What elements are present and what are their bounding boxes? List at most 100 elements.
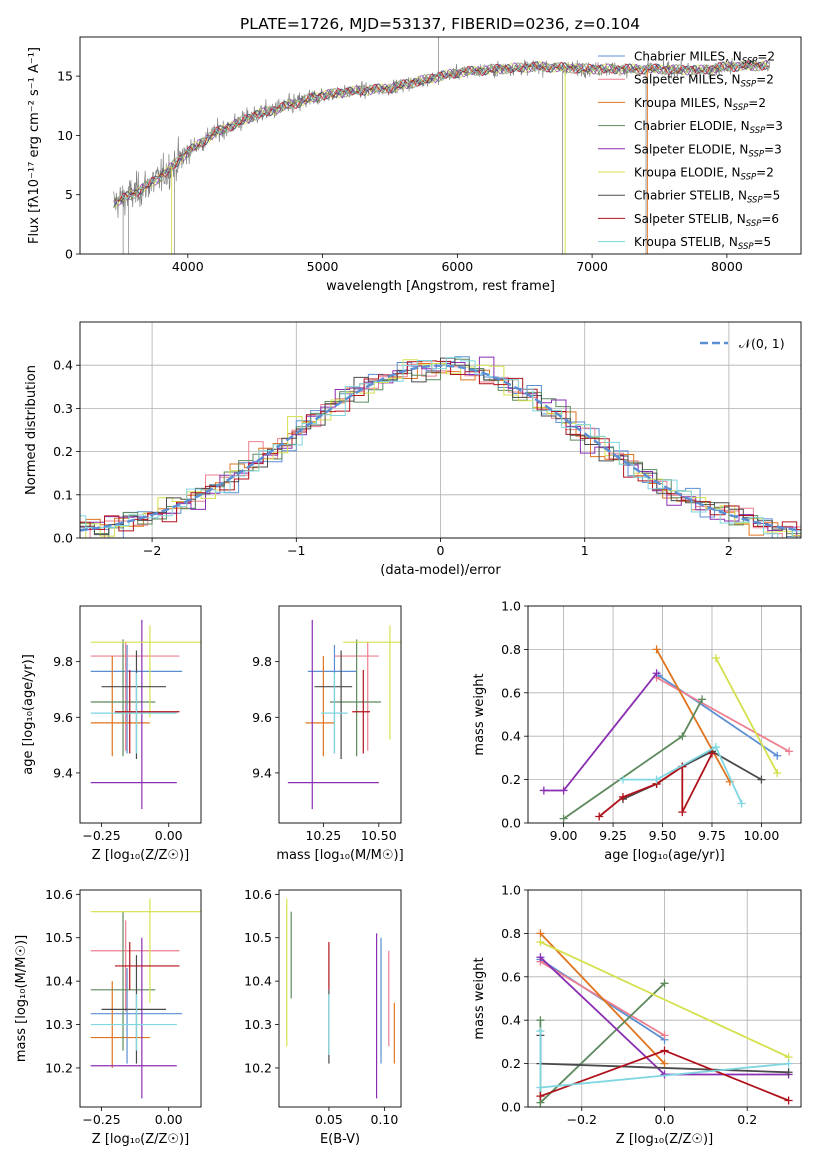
weight-marker bbox=[773, 751, 782, 760]
x-tick-label: 8000 bbox=[711, 259, 743, 274]
y-tick-label: 5 bbox=[65, 187, 73, 202]
legend-subscript: SSP bbox=[742, 57, 758, 67]
x-tick-label: 0.00 bbox=[155, 1112, 183, 1127]
y-tick-label: 0.2 bbox=[501, 772, 521, 787]
weight-marker bbox=[678, 808, 687, 817]
x-axis-label: age [log₁₀(age/yr)] bbox=[604, 848, 725, 863]
legend-value: =2 bbox=[756, 166, 774, 180]
panel-weight-vs-age: 9.00 9.25 9.50 9.75 10.00 0.0 0.2 0.4 0.6 0.8 1.0 a… bbox=[472, 599, 802, 863]
legend-entry-label: 𝒩(0, 1) bbox=[739, 336, 785, 351]
model-spectrum-6 bbox=[113, 60, 769, 209]
weight-marker bbox=[559, 786, 568, 795]
legend-value: =2 bbox=[748, 96, 766, 110]
axes-frame bbox=[278, 889, 402, 1108]
panel-mass-vs-Z: −0.25 0.00 10.2 10.3 10.4 10.5 10.6 Z [log₁₀(Z/… bbox=[14, 887, 202, 1147]
weight-marker bbox=[536, 1092, 545, 1101]
weight-marker bbox=[536, 1027, 545, 1036]
weight-marker bbox=[785, 747, 794, 756]
normal-reference-curve bbox=[80, 364, 799, 532]
weight-marker bbox=[536, 1083, 545, 1092]
residual-hist-4 bbox=[80, 356, 801, 538]
weight-marker bbox=[618, 775, 627, 784]
weight-marker bbox=[559, 814, 568, 823]
x-tick-label: −2 bbox=[143, 543, 161, 558]
x-axis-label: (data-model)/error bbox=[380, 563, 501, 578]
x-axis-label: Z [log₁₀(Z/Z☉)] bbox=[92, 848, 189, 863]
x-tick-label: 6000 bbox=[441, 259, 473, 274]
legend-subscript: SSP bbox=[750, 126, 766, 136]
y-tick-label: 9.4 bbox=[252, 765, 272, 780]
plot-area-weight-vs-Z bbox=[536, 929, 793, 1107]
y-axis-label: Flux [fλ10⁻¹⁷ erg cm⁻² s⁻¹ A⁻¹] bbox=[27, 47, 42, 244]
legend-value: =5 bbox=[763, 189, 781, 203]
x-tick-label: 1 bbox=[581, 543, 589, 558]
weight-marker bbox=[660, 1046, 669, 1055]
y-tick-label: 1.0 bbox=[501, 599, 521, 614]
weight-marker bbox=[707, 749, 716, 758]
panel-weight-vs-Z: −0.2 0.0 0.2 0.0 0.2 0.4 0.6 0.8 1.0 Z [log₁₀(Z/Z… bbox=[472, 883, 802, 1147]
weight-marker bbox=[536, 938, 545, 947]
panel-residual-hist: −2 −1 0 1 2 0.0 0.1 0.2 0.3 0.4 (data-model)/error… bbox=[24, 321, 802, 578]
axes-frame bbox=[79, 889, 202, 1108]
weight-marker bbox=[711, 743, 720, 752]
y-tick-label: 0.0 bbox=[501, 1100, 521, 1115]
x-tick-label: 9.00 bbox=[550, 828, 578, 843]
legend-entry-label: Salpeter STELIB, NSSP=6 bbox=[634, 212, 779, 229]
weight-marker bbox=[660, 1059, 669, 1068]
weight-marker bbox=[784, 1096, 793, 1105]
weight-marker bbox=[773, 769, 782, 778]
y-tick-label: 0.8 bbox=[501, 642, 521, 657]
axes-frame bbox=[527, 889, 802, 1108]
panel-spectrum: 4000 5000 6000 7000 8000 0 5 10 15 wavelength [An… bbox=[27, 36, 802, 294]
y-tick-label: 0 bbox=[65, 247, 73, 262]
weight-marker bbox=[757, 775, 766, 784]
axes-frame bbox=[79, 321, 802, 539]
y-axis-label: mass weight bbox=[472, 957, 487, 1039]
figure-title: PLATE=1726, MJD=53137, FIBERID=0236, z=0… bbox=[240, 15, 640, 33]
legend-entry-label: Chabrier STELIB, NSSP=5 bbox=[634, 189, 780, 206]
y-tick-label: 1.0 bbox=[501, 883, 521, 898]
weight-marker bbox=[784, 1059, 793, 1068]
x-tick-label: 9.75 bbox=[698, 828, 726, 843]
x-tick-label: −0.25 bbox=[82, 1112, 120, 1127]
y-tick-label: 0.4 bbox=[501, 729, 521, 744]
axes-frame bbox=[79, 36, 802, 255]
y-tick-label: 0.2 bbox=[501, 1056, 521, 1071]
y-tick-label: 10.6 bbox=[45, 887, 73, 902]
weight-line-5 bbox=[715, 657, 779, 774]
x-tick-label: −0.25 bbox=[82, 828, 120, 843]
x-axis-label: Z [log₁₀(Z/Z☉)] bbox=[92, 1132, 189, 1147]
panel-age-vs-Z: −0.25 0.00 9.4 9.6 9.8 Z [log₁₀(Z/Z☉)] age [lo… bbox=[21, 605, 202, 863]
legend-subscript: SSP bbox=[747, 196, 763, 206]
x-axis-label: E(B-V) bbox=[320, 1132, 360, 1147]
weight-line-0 bbox=[658, 674, 778, 757]
y-tick-label: 9.6 bbox=[252, 710, 272, 725]
weight-marker bbox=[784, 1068, 793, 1077]
residual-hist-3 bbox=[80, 358, 801, 535]
y-tick-label: 0.0 bbox=[501, 816, 521, 831]
axes-frame bbox=[278, 605, 402, 824]
x-tick-label: −0.2 bbox=[567, 1112, 597, 1127]
y-tick-label: 10.3 bbox=[45, 1017, 73, 1032]
weight-marker bbox=[660, 1031, 669, 1040]
legend-entry-label: Salpeter ELODIE, NSSP=3 bbox=[634, 142, 782, 159]
residual-hist-8 bbox=[80, 357, 801, 538]
y-tick-label: 9.8 bbox=[53, 654, 73, 669]
y-tick-label: 15 bbox=[57, 69, 73, 84]
residual-hist-5 bbox=[80, 359, 801, 538]
y-tick-label: 9.4 bbox=[53, 765, 73, 780]
x-tick-label: 0 bbox=[437, 543, 445, 558]
x-axis-label: wavelength [Angstrom, rest frame] bbox=[326, 279, 555, 294]
legend-value: =2 bbox=[757, 50, 775, 64]
x-tick-label: 0.0 bbox=[655, 1112, 675, 1127]
y-axis-label: age [log₁₀(age/yr)] bbox=[21, 654, 36, 775]
legend-subscript: SSP bbox=[746, 219, 762, 229]
legend-entry-label: Salpeter MILES, NSSP=2 bbox=[634, 73, 774, 90]
panel-mass-vs-ebv: 0.05 0.10 10.2 10.3 10.4 10.5 10.6 E(B-V) bbox=[244, 887, 402, 1147]
y-tick-label: 10.3 bbox=[244, 1017, 272, 1032]
legend-subscript: SSP bbox=[738, 242, 754, 252]
legend-subscript: SSP bbox=[748, 149, 764, 159]
legend-entry-label: Kroupa ELODIE, NSSP=2 bbox=[634, 166, 774, 183]
x-tick-label: 0.05 bbox=[315, 1112, 343, 1127]
